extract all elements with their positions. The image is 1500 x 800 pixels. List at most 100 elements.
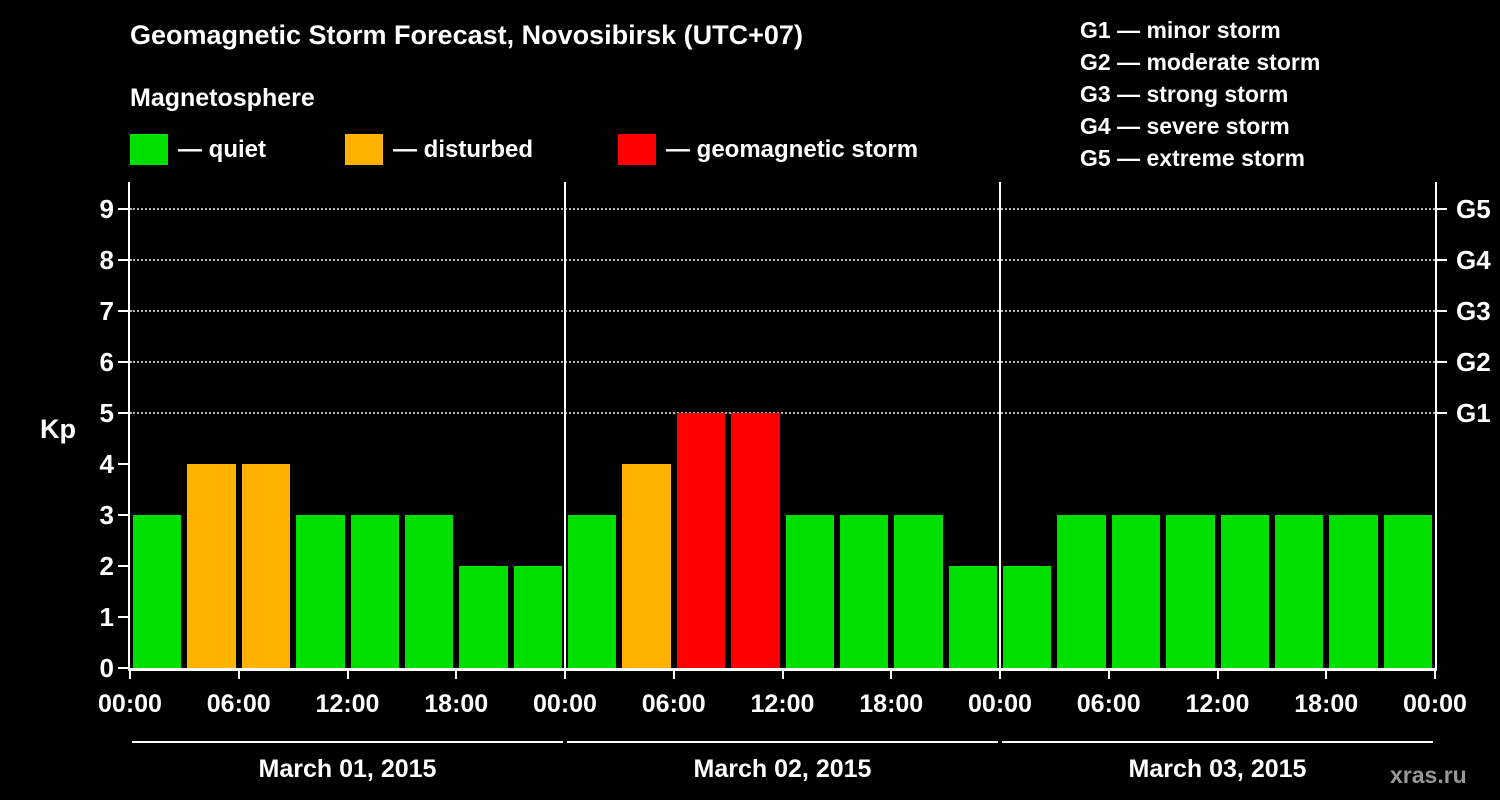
y-axis-label: 8 xyxy=(99,245,114,275)
x-axis-tick xyxy=(1216,668,1219,679)
date-label: March 03, 2015 xyxy=(1128,755,1307,783)
kp-bar xyxy=(1383,515,1432,668)
chart-subtitle: Magnetosphere xyxy=(130,84,315,112)
g-axis-label: G1 xyxy=(1456,398,1491,428)
kp-bar xyxy=(894,515,943,668)
legend-swatch-quiet xyxy=(130,134,168,165)
x-axis-label: 00:00 xyxy=(968,690,1032,718)
x-axis-tick xyxy=(346,668,349,679)
kp-gridline xyxy=(130,208,1435,210)
kp-gridline xyxy=(130,310,1435,312)
date-label: March 02, 2015 xyxy=(693,755,872,783)
kp-bar xyxy=(1166,515,1215,668)
kp-bar xyxy=(187,464,236,668)
kp-bar xyxy=(785,515,834,668)
x-axis-tick xyxy=(999,668,1001,679)
x-axis-label: 00:00 xyxy=(533,690,597,718)
y-axis-label: 3 xyxy=(99,500,114,530)
date-label: March 01, 2015 xyxy=(258,755,437,783)
kp-bar xyxy=(241,464,291,668)
kp-bar xyxy=(676,413,726,668)
kp-axis-label: Kp xyxy=(40,414,76,444)
y-axis-tick xyxy=(118,361,130,363)
x-axis-label: 18:00 xyxy=(859,690,924,718)
g-axis-tick xyxy=(1435,361,1447,363)
x-axis-tick xyxy=(129,668,131,679)
x-axis-label: 12:00 xyxy=(1185,690,1250,718)
g-axis-tick xyxy=(1435,310,1447,312)
kp-bar xyxy=(839,515,889,668)
x-axis-tick xyxy=(890,668,893,679)
day-divider-line xyxy=(999,182,1001,668)
kp-bar xyxy=(350,515,399,668)
kp-gridline xyxy=(130,259,1435,261)
kp-bar xyxy=(568,515,617,668)
y-axis-tick xyxy=(118,565,130,567)
y-axis-label: 9 xyxy=(99,194,114,224)
g-axis-tick xyxy=(1435,412,1447,414)
kp-bar xyxy=(513,566,562,668)
kp-bar xyxy=(1220,515,1269,668)
x-axis-label: 18:00 xyxy=(424,690,489,718)
kp-bar xyxy=(1111,515,1161,668)
storm-scale-item-g4: G4 — severe storm xyxy=(1080,113,1290,139)
kp-bar xyxy=(622,464,671,668)
x-axis-label: 06:00 xyxy=(206,690,271,718)
kp-bar xyxy=(404,515,454,668)
plot-area xyxy=(118,182,1447,679)
g-axis-tick xyxy=(1435,208,1447,210)
storm-scale-item-g1: G1 — minor storm xyxy=(1080,17,1281,43)
x-axis-tick xyxy=(564,668,566,679)
kp-bar xyxy=(133,515,182,668)
kp-bar xyxy=(1329,515,1378,668)
kp-bar xyxy=(948,566,997,668)
kp-bar xyxy=(731,413,780,668)
x-axis-label: 00:00 xyxy=(98,690,162,718)
y-axis-label: 6 xyxy=(99,347,114,377)
g-axis-label: G5 xyxy=(1456,194,1491,224)
y-axis-tick xyxy=(118,259,130,261)
storm-scale-item-g3: G3 — strong storm xyxy=(1080,81,1289,107)
y-axis-label: 1 xyxy=(99,602,114,632)
y-axis-label: 5 xyxy=(99,398,114,428)
kp-gridline xyxy=(130,361,1435,363)
g-axis-label: G3 xyxy=(1456,296,1491,326)
y-axis-tick xyxy=(118,310,130,312)
chart-title: Geomagnetic Storm Forecast, Novosibirsk … xyxy=(130,20,803,50)
legend-label-quiet: — quiet xyxy=(178,136,266,163)
x-axis-tick xyxy=(1107,668,1110,679)
y-axis-tick xyxy=(118,616,130,618)
x-axis-tick xyxy=(237,668,240,679)
legend-swatch-storm xyxy=(618,134,656,165)
x-axis-tick xyxy=(781,668,784,679)
x-axis-label: 06:00 xyxy=(641,690,706,718)
day-divider-line xyxy=(564,182,566,668)
day-bracket-line xyxy=(567,741,998,743)
x-axis-tick xyxy=(1434,668,1436,679)
kp-bar xyxy=(296,515,345,668)
x-axis-label: 06:00 xyxy=(1076,690,1141,718)
y-axis-label: 7 xyxy=(99,296,114,326)
day-bracket-line xyxy=(1002,741,1433,743)
g-axis-tick xyxy=(1435,259,1447,261)
day-bracket-line xyxy=(132,741,563,743)
kp-bar xyxy=(1274,515,1324,668)
x-axis-tick xyxy=(455,668,458,679)
g-axis-label: G4 xyxy=(1456,245,1491,275)
legend-swatch-disturbed xyxy=(345,134,383,165)
x-axis-label: 18:00 xyxy=(1294,690,1359,718)
y-axis-tick xyxy=(118,208,130,210)
kp-bar xyxy=(1057,515,1106,668)
y-axis-label: 2 xyxy=(99,551,114,581)
y-axis-tick xyxy=(118,412,130,414)
legend-label-storm: — geomagnetic storm xyxy=(666,136,919,163)
x-axis-tick xyxy=(672,668,675,679)
x-axis-label: 00:00 xyxy=(1403,690,1467,718)
kp-bar xyxy=(459,566,508,668)
storm-scale-legend: G1 — minor storm G2 — moderate storm G3 … xyxy=(1080,14,1320,174)
storm-scale-item-g5: G5 — extreme storm xyxy=(1080,145,1305,171)
y-axis-tick xyxy=(118,463,130,465)
g-axis-label: G2 xyxy=(1456,347,1491,377)
x-axis-label: 12:00 xyxy=(315,690,380,718)
